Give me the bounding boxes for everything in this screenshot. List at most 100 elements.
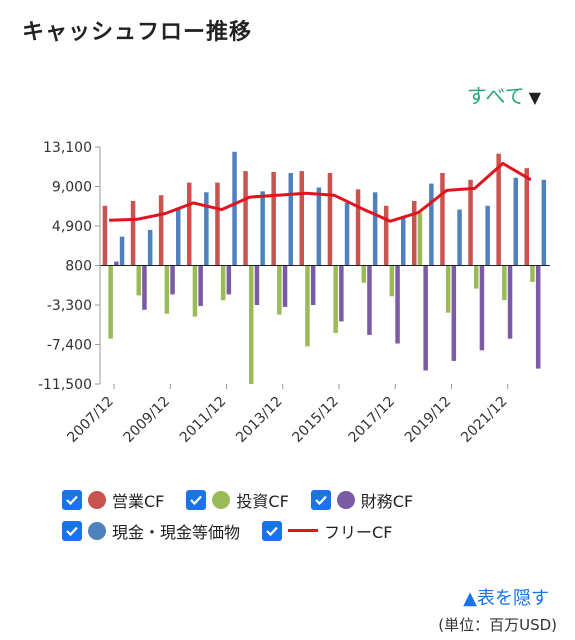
bar-operating <box>271 172 276 266</box>
checkbox[interactable] <box>186 489 207 510</box>
bar-cash <box>513 177 518 266</box>
bar-financing <box>170 265 175 295</box>
bar-investing <box>333 265 338 333</box>
bar-operating <box>327 173 333 266</box>
checkbox[interactable] <box>262 520 283 541</box>
legend-item-operating[interactable]: 営業CF <box>62 488 164 512</box>
bar-investing <box>192 265 198 317</box>
x-tick-label: 2017/12 <box>346 394 398 446</box>
cashflow-chart: 13,1009,0004,900800-3,300-7,400-11,50020… <box>38 140 550 446</box>
bar-cash <box>204 192 209 266</box>
bar-cash <box>147 229 153 266</box>
bar-investing <box>249 265 254 384</box>
filter-dropdown[interactable]: すべて ▼ <box>467 80 541 109</box>
bar-investing <box>530 265 535 282</box>
bar-financing <box>395 265 400 344</box>
bar-operating <box>130 201 136 266</box>
bar-operating <box>383 205 389 266</box>
legend-label: 投資CF <box>236 491 289 511</box>
bar-operating <box>187 182 192 266</box>
bar-financing <box>367 265 372 335</box>
legend-label: フリーCF <box>324 522 393 542</box>
x-tick-label: 2011/12 <box>177 394 229 446</box>
checkbox[interactable] <box>62 489 82 510</box>
bar-financing <box>310 265 316 305</box>
legend-item-financing[interactable]: 財務CF <box>310 488 414 512</box>
bar-cash <box>119 236 125 266</box>
legend-dot-icon <box>88 521 106 540</box>
bar-investing <box>277 265 282 315</box>
legend-dot-icon <box>336 490 355 509</box>
bar-cash <box>372 192 378 266</box>
check-icon <box>66 526 78 536</box>
check-icon <box>66 495 78 505</box>
bar-operating <box>468 179 473 266</box>
free-cf-line <box>109 161 532 223</box>
x-tick-label: 2019/12 <box>402 394 454 446</box>
checkbox[interactable] <box>310 489 331 510</box>
bar-financing <box>198 265 203 306</box>
check-icon <box>315 495 327 505</box>
bar-financing <box>451 265 457 361</box>
y-tick-label: 9,000 <box>52 180 92 196</box>
bar-cash <box>485 205 490 266</box>
bar-cash <box>176 207 181 266</box>
bar-investing <box>108 265 113 339</box>
chart-legend: 営業CF 投資CF 財務CF 現金・現金等価物 フリーCF <box>62 484 562 546</box>
bar-operating <box>355 189 361 266</box>
legend-row-2: 現金・現金等価物 フリーCF <box>62 515 562 546</box>
bar-financing <box>114 261 119 266</box>
bar-investing <box>417 212 423 266</box>
bar-investing <box>502 265 507 301</box>
bar-operating <box>215 182 220 266</box>
bar-investing <box>445 265 451 313</box>
y-tick-label: 4,900 <box>52 219 92 235</box>
filter-label: すべて <box>466 84 525 108</box>
legend-item-cash[interactable]: 現金・現金等価物 <box>62 519 240 543</box>
bar-financing <box>254 265 260 305</box>
bar-operating <box>158 195 164 266</box>
bar-cash <box>232 151 237 266</box>
bar-cash <box>457 209 462 266</box>
y-tick-label: 800 <box>65 259 92 275</box>
bar-operating <box>299 171 304 266</box>
bar-investing <box>389 265 395 297</box>
legend-line-icon <box>288 529 319 532</box>
bar-financing <box>282 265 288 307</box>
bar-cash <box>429 183 434 266</box>
legend-dot-icon <box>88 490 106 509</box>
bar-operating <box>524 168 529 266</box>
checkbox[interactable] <box>62 520 82 541</box>
x-tick-label: 2009/12 <box>121 394 173 446</box>
bar-financing <box>142 265 147 310</box>
bar-financing <box>479 265 485 351</box>
bar-operating <box>243 171 248 266</box>
check-icon <box>190 495 203 505</box>
legend-item-investing[interactable]: 投資CF <box>186 488 289 512</box>
bar-cash <box>401 216 406 266</box>
bar-investing <box>220 265 226 301</box>
y-tick-label: -3,300 <box>47 298 92 314</box>
x-tick-label: 2015/12 <box>289 394 341 446</box>
bar-financing <box>507 265 513 339</box>
bar-financing <box>226 265 232 295</box>
bar-operating <box>496 153 501 266</box>
legend-item-free[interactable]: フリーCF <box>262 519 392 543</box>
legend-dot-icon <box>212 490 231 509</box>
legend-label: 現金・現金等価物 <box>112 522 241 542</box>
legend-label: 財務CF <box>360 491 414 511</box>
bar-cash <box>288 173 293 266</box>
y-tick-label: 13,100 <box>43 140 92 156</box>
unit-label: (単位：百万USD) <box>438 616 557 634</box>
bar-operating <box>412 201 417 266</box>
bar-operating <box>440 173 445 266</box>
x-tick-label: 2021/12 <box>458 394 510 446</box>
bar-cash <box>316 187 322 266</box>
bar-cash <box>344 202 350 266</box>
legend-row-1: 営業CF 投資CF 財務CF <box>62 484 562 515</box>
bar-investing <box>474 265 479 289</box>
y-tick-label: -11,500 <box>38 377 92 393</box>
x-tick-label: 2007/12 <box>64 394 116 446</box>
bar-investing <box>361 265 366 283</box>
hide-table-link[interactable]: ▲表を隠す <box>463 588 549 609</box>
